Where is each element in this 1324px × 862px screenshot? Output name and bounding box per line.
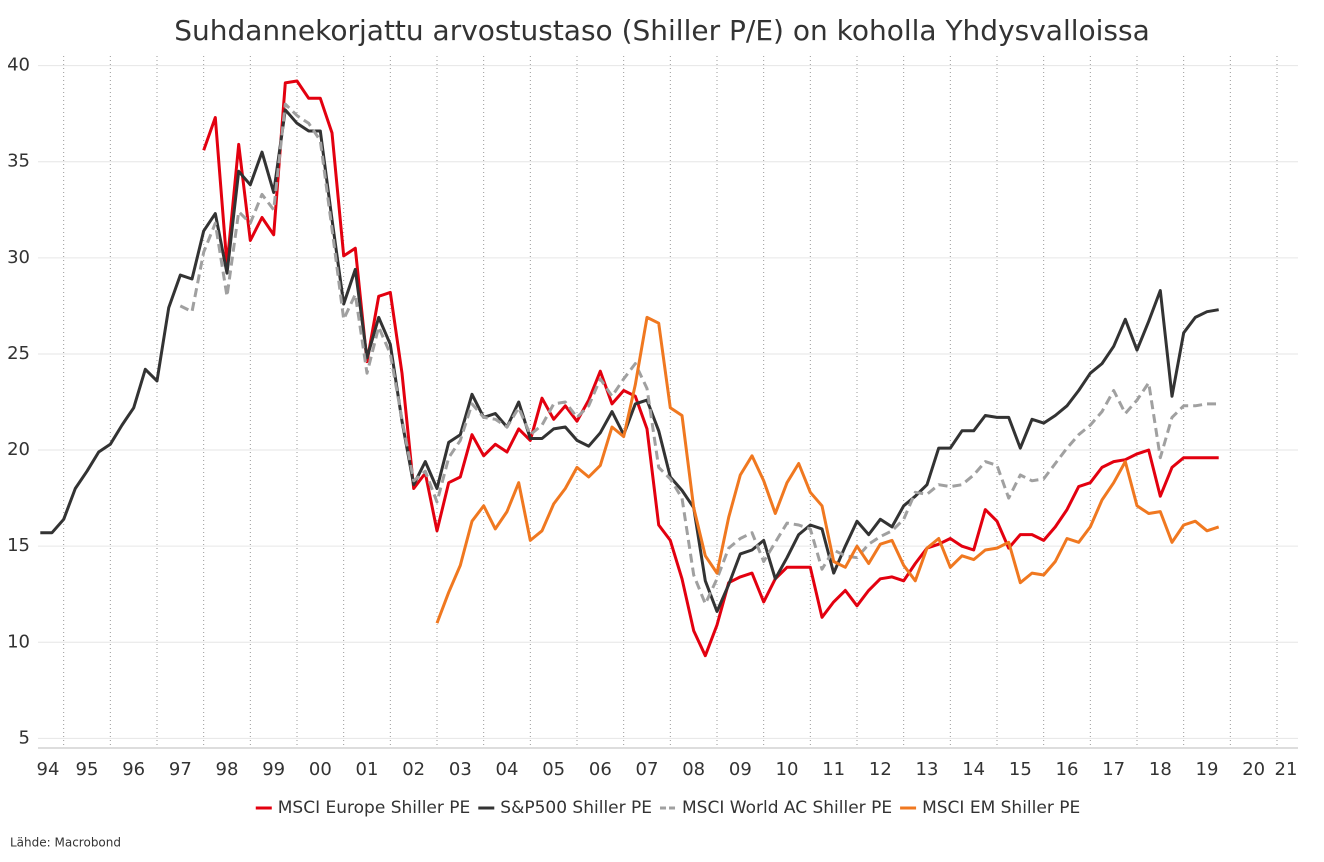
series-line [179,102,1219,606]
x-tick-label: 14 [962,759,985,780]
y-tick-label: 20 [7,439,30,460]
x-tick-label: 20 [1242,759,1265,780]
legend-label: MSCI EM Shiller PE [922,798,1080,818]
x-tick-label: 00 [309,759,332,780]
x-tick-label: 99 [262,759,285,780]
legend-label: S&P500 Shiller PE [500,798,652,818]
x-tick-label: 13 [916,759,939,780]
x-tick-label: 01 [356,759,379,780]
y-tick-label: 25 [7,343,30,364]
x-tick-label: 17 [1102,759,1125,780]
x-tick-label: 08 [682,759,705,780]
y-tick-label: 35 [7,151,30,172]
y-tick-label: 15 [7,535,30,556]
x-tick-label: 19 [1196,759,1219,780]
chart-title: Suhdannekorjattu arvostustaso (Shiller P… [174,14,1150,47]
x-tick-label: 04 [496,759,519,780]
x-tick-label: 21 [1275,759,1298,780]
series-line [435,315,1220,624]
x-tick-label: 07 [636,759,659,780]
series-line [40,108,1219,613]
legend-label: MSCI Europe Shiller PE [278,798,471,818]
series-line [202,79,1219,658]
x-tick-label: 03 [449,759,472,780]
source: Lähde: Macrobond [10,836,121,850]
x-tick-label: 97 [169,759,192,780]
y-tick-label: 40 [7,55,30,76]
x-tick-label: 02 [402,759,425,780]
x-tick-label: 94 [37,759,60,780]
legend-label: MSCI World AC Shiller PE [682,798,892,818]
x-tick-label: 18 [1149,759,1172,780]
x-tick-label: 16 [1056,759,1079,780]
y-tick-label: 30 [7,247,30,268]
x-tick-label: 15 [1009,759,1032,780]
x-tick-label: 09 [729,759,752,780]
x-tick-label: 98 [216,759,239,780]
x-tick-label: 11 [822,759,845,780]
x-tick-label: 06 [589,759,612,780]
x-tick-label: 05 [542,759,565,780]
x-tick-label: 10 [776,759,799,780]
x-tick-label: 96 [122,759,145,780]
y-tick-label: 10 [7,631,30,652]
x-tick-label: 12 [869,759,892,780]
x-tick-label: 95 [76,759,99,780]
y-tick-label: 5 [19,727,30,748]
